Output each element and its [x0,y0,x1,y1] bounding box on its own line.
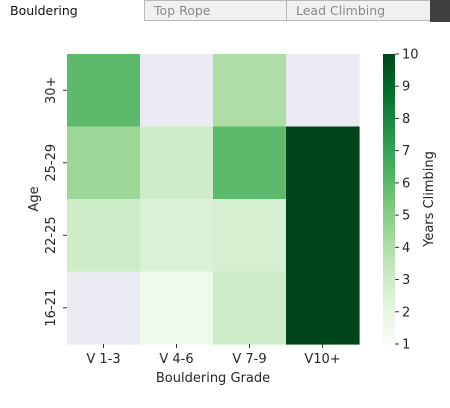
y-tick-label: 25-29 [44,144,59,182]
heatmap-cell [67,271,141,345]
tab-bar-end [430,0,450,22]
colorbar-tick-label: 6 [402,176,410,191]
y-tick-label: 30+ [44,77,59,104]
colorbar-tick-label: 9 [402,80,410,95]
x-tick-label: V10+ [304,352,340,367]
colorbar-tick-label: 3 [402,273,410,288]
heatmap-cell [213,54,287,128]
heatmap-cell [213,126,287,200]
x-axis-label: Bouldering Grade [156,371,270,386]
tab-bouldering[interactable]: Bouldering [0,0,141,21]
heatmap-cell [140,271,214,345]
colorbar-tick-label: 4 [402,241,410,256]
tab-lead-climbing[interactable]: Lead Climbing [286,0,431,21]
heatmap-cell [67,126,141,200]
x-tick-label: V 7-9 [232,352,266,367]
colorbar-ticks: 1 2 3 4 5 6 7 8 9 10 [395,48,419,353]
colorbar-tick-label: 5 [402,209,410,224]
colorbar [383,54,395,344]
y-tick-label: 22-25 [44,216,59,254]
heatmap-cell [213,199,287,273]
heatmap-cell [140,126,214,200]
y-axis-ticks: 30+ 25-29 22-25 16-21 [44,77,67,327]
heatmap-cell [67,199,141,273]
heatmap-cell [140,199,214,273]
heatmap-cell [286,54,360,128]
colorbar-tick-label: 8 [402,112,410,127]
x-tick-label: V 1-3 [86,352,120,367]
heatmap-cell [286,126,360,200]
heatmap-cells [67,54,360,345]
x-axis-ticks: V 1-3 V 4-6 V 7-9 V10+ [86,344,341,367]
colorbar-tick-label: 2 [402,305,410,320]
colorbar-tick-label: 1 [402,338,410,353]
colorbar-tick-label: 10 [402,48,419,63]
heatmap-cell [140,54,214,128]
tab-bar: Bouldering Top Rope Lead Climbing [0,0,450,22]
heatmap-cell [286,199,360,273]
heatmap-cell [213,271,287,345]
x-tick-label: V 4-6 [159,352,193,367]
y-tick-label: 16-21 [44,289,59,327]
y-axis-label: Age [27,186,42,211]
heatmap-cell [67,54,141,128]
colorbar-label: Years Climbing [422,151,437,248]
heatmap-cell [286,271,360,345]
colorbar-tick-label: 7 [402,144,410,159]
